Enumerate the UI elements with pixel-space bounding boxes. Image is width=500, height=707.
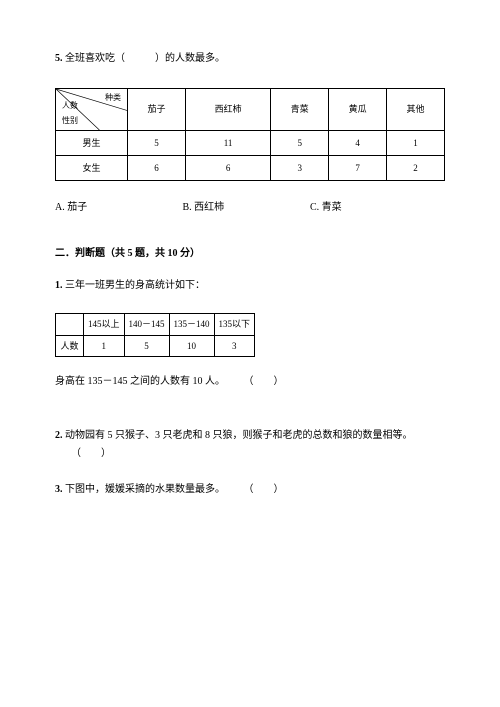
diag-label-count: 人数 — [62, 99, 78, 113]
table1-cell: 6 — [185, 156, 270, 181]
judgment-3: 3. 下图中，媛媛采摘的水果数量最多。 （ ） — [55, 481, 445, 499]
page-content: 5. 全班喜欢吃（ ）的人数最多。 种类 人数 性别 茄子 西红柿 青菜 黄瓜 … — [0, 0, 500, 547]
table2-cell: 10 — [169, 335, 214, 356]
table-row: 人数 1 5 10 3 — [56, 335, 255, 356]
table1-col-header: 黄瓜 — [329, 89, 387, 131]
table1-header-row: 种类 人数 性别 茄子 西红柿 青菜 黄瓜 其他 — [56, 89, 445, 131]
j1-number: 1. — [55, 280, 63, 291]
table-row: 女生 6 6 3 7 2 — [56, 156, 445, 181]
table1-row-label: 女生 — [56, 156, 128, 181]
j1-text: 三年一班男生的身高统计如下： — [65, 280, 205, 291]
judgment-1-statement: 身高在 135－145 之间的人数有 10 人。 （ ） — [55, 373, 445, 391]
judgment-1: 1. 三年一班男生的身高统计如下： — [55, 277, 445, 295]
table2-col-header: 135以下 — [214, 314, 255, 335]
table1-cell: 5 — [271, 131, 329, 156]
choice-a: A. 茄子 — [55, 199, 180, 217]
table1-col-header: 西红柿 — [185, 89, 270, 131]
q5-blank — [125, 50, 155, 68]
choice-b: B. 西红柿 — [183, 199, 308, 217]
j3-text: 下图中，媛媛采摘的水果数量最多。 — [65, 484, 225, 495]
j1b-text: 身高在 135－145 之间的人数有 10 人。 — [55, 376, 225, 387]
j1b-paren: （ ） — [244, 373, 284, 391]
table1-row-label: 男生 — [56, 131, 128, 156]
table1-cell: 2 — [387, 156, 445, 181]
j2-paren: （ ） — [71, 445, 111, 463]
question-5: 5. 全班喜欢吃（ ）的人数最多。 — [55, 50, 445, 68]
table2-header-row: 145以上 140－145 135－140 135以下 — [56, 314, 255, 335]
table1-diag-header: 种类 人数 性别 — [56, 89, 128, 131]
q5-text-after: ）的人数最多。 — [155, 53, 225, 64]
table-height-stats: 145以上 140－145 135－140 135以下 人数 1 5 10 3 — [55, 313, 255, 356]
table2-col-header: 140－145 — [124, 314, 169, 335]
table2-cell: 1 — [84, 335, 125, 356]
diag-label-gender: 性别 — [62, 114, 78, 128]
table1-col-header: 茄子 — [128, 89, 186, 131]
judgment-2: 2. 动物园有 5 只猴子、3 只老虎和 8 只狼，则猴子和老虎的总数和狼的数量… — [55, 427, 445, 463]
table1-cell: 1 — [387, 131, 445, 156]
table2-corner — [56, 314, 84, 335]
q5-text-before: 全班喜欢吃（ — [65, 53, 125, 64]
section-2-header: 二．判断题（共 5 题，共 10 分） — [55, 245, 445, 263]
table1-cell: 4 — [329, 131, 387, 156]
choice-c: C. 青菜 — [310, 199, 342, 217]
table1-col-header: 青菜 — [271, 89, 329, 131]
table1-cell: 6 — [128, 156, 186, 181]
j3-paren: （ ） — [244, 481, 284, 499]
table1-cell: 7 — [329, 156, 387, 181]
table2-col-header: 145以上 — [84, 314, 125, 335]
table1-cell: 11 — [185, 131, 270, 156]
table-vegetable-preference: 种类 人数 性别 茄子 西红柿 青菜 黄瓜 其他 男生 5 11 5 4 1 女… — [55, 88, 445, 181]
table2-cell: 3 — [214, 335, 255, 356]
diag-label-type: 种类 — [105, 91, 121, 105]
table2-col-header: 135－140 — [169, 314, 214, 335]
table-row: 男生 5 11 5 4 1 — [56, 131, 445, 156]
q5-choices: A. 茄子 B. 西红柿 C. 青菜 — [55, 199, 445, 217]
table2-cell: 5 — [124, 335, 169, 356]
j2-text: 动物园有 5 只猴子、3 只老虎和 8 只狼，则猴子和老虎的总数和狼的数量相等。 — [65, 430, 413, 441]
table1-cell: 5 — [128, 131, 186, 156]
j3-number: 3. — [55, 484, 63, 495]
j2-number: 2. — [55, 430, 63, 441]
table1-cell: 3 — [271, 156, 329, 181]
q5-number: 5. — [55, 53, 63, 64]
table1-col-header: 其他 — [387, 89, 445, 131]
table2-row-label: 人数 — [56, 335, 84, 356]
